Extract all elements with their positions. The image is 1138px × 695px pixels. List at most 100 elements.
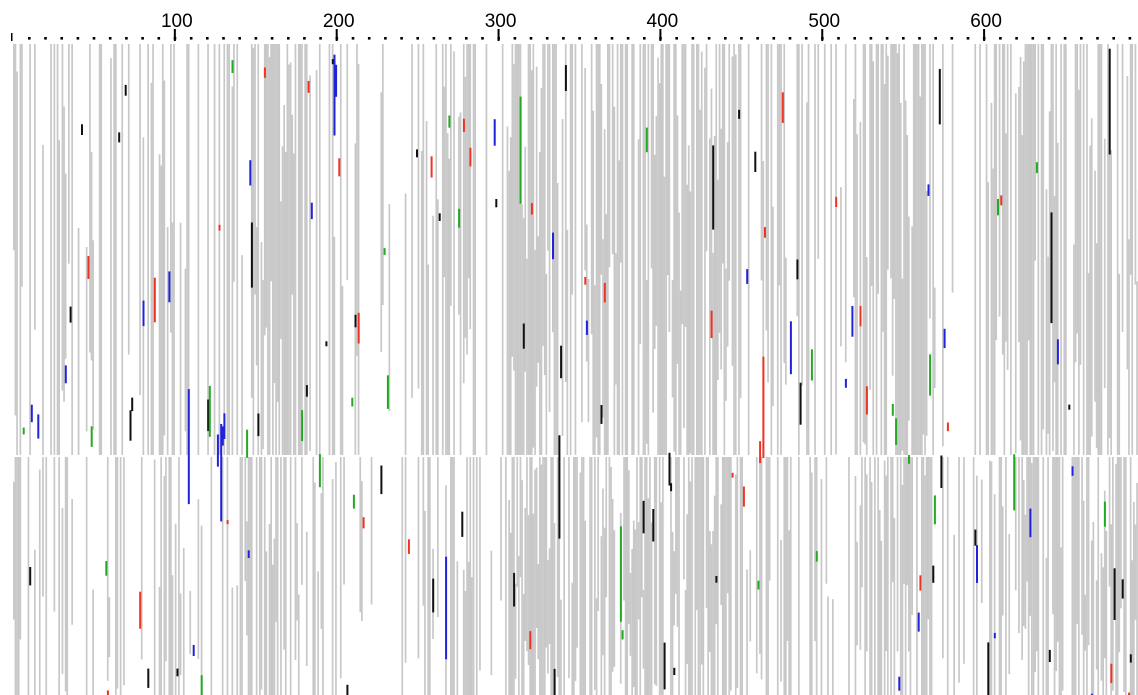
- ruler-dot: [465, 37, 468, 40]
- gap-column: [571, 582, 574, 695]
- residue-segment: [257, 413, 260, 437]
- residue-segment: [362, 517, 365, 529]
- gap-column: [671, 279, 674, 398]
- gap-column: [877, 44, 879, 294]
- residue-segment: [619, 526, 622, 622]
- gap-column: [1003, 44, 1006, 455]
- residue-segment: [1048, 649, 1051, 662]
- gap-column: [683, 457, 685, 580]
- gap-column: [539, 457, 541, 695]
- gap-column: [1121, 44, 1124, 332]
- gap-column: [519, 457, 522, 578]
- gap-column: [339, 457, 342, 679]
- gap-column: [746, 569, 748, 695]
- residue-segment: [380, 465, 383, 495]
- gap-column: [98, 44, 101, 455]
- gap-column: [951, 44, 954, 293]
- gap-column: [687, 457, 690, 695]
- gap-column: [1100, 44, 1103, 455]
- residue-segment: [938, 68, 941, 125]
- gap-column: [658, 457, 661, 695]
- gap-column: [537, 236, 540, 363]
- residue-segment: [305, 385, 308, 397]
- gap-column: [569, 44, 572, 455]
- gap-column: [699, 457, 701, 695]
- gap-column: [184, 268, 187, 432]
- gap-column: [806, 102, 808, 456]
- residue-segment: [346, 684, 349, 695]
- gap-column: [283, 457, 285, 650]
- gap-column: [618, 160, 620, 455]
- residue-segment: [461, 511, 464, 537]
- gap-column: [284, 151, 287, 455]
- residue-segment: [445, 556, 448, 660]
- residue-segment: [153, 277, 156, 323]
- gap-column: [1082, 44, 1085, 455]
- gap-column: [341, 286, 344, 455]
- gap-column: [922, 457, 925, 695]
- gap-column: [163, 80, 166, 436]
- gap-column: [1005, 457, 1007, 695]
- ruler-dot: [254, 37, 258, 40]
- gap-column: [1010, 44, 1012, 455]
- gap-column: [1074, 44, 1077, 363]
- gap-column: [427, 264, 429, 455]
- ruler-label: 100: [161, 11, 193, 32]
- gap-column: [587, 278, 590, 423]
- gap-column: [250, 44, 253, 398]
- gap-column: [469, 457, 472, 695]
- gap-column: [1037, 44, 1040, 455]
- residue-segment: [844, 378, 847, 388]
- gap-column: [474, 44, 476, 455]
- residue-segment: [416, 149, 418, 158]
- gap-column: [521, 204, 523, 455]
- gap-column: [1087, 457, 1090, 646]
- residue-segment: [176, 668, 179, 677]
- gap-column: [1035, 457, 1038, 652]
- gap-column: [1021, 135, 1023, 455]
- gap-column: [844, 44, 847, 363]
- gap-column: [58, 457, 60, 695]
- gap-column: [21, 44, 23, 287]
- gap-column: [911, 457, 913, 615]
- ruler-tick: [173, 29, 176, 41]
- ruler-dot: [513, 37, 517, 40]
- gap-column: [671, 531, 674, 695]
- gap-column: [50, 44, 52, 455]
- gap-column: [809, 457, 811, 695]
- gap-column: [859, 505, 862, 650]
- gap-column: [582, 457, 585, 695]
- gap-column: [29, 44, 31, 455]
- residue-segment: [338, 158, 341, 177]
- ruler-dot: [189, 37, 193, 40]
- gap-column: [1053, 195, 1056, 383]
- ruler-tick: [335, 29, 338, 41]
- gap-column: [17, 457, 20, 695]
- gap-column: [90, 151, 93, 361]
- gap-column: [989, 460, 991, 695]
- gap-column: [1097, 457, 1100, 695]
- gap-column: [673, 551, 675, 626]
- gap-column: [233, 44, 235, 282]
- residue-segment: [90, 426, 93, 447]
- gap-column: [288, 64, 290, 455]
- residue-segment: [1071, 466, 1074, 476]
- gap-column: [417, 457, 420, 659]
- gap-column: [906, 457, 909, 586]
- residue-segment: [30, 404, 33, 423]
- gap-column: [825, 457, 828, 584]
- gap-column: [713, 136, 716, 455]
- gap-column: [1097, 44, 1100, 455]
- residue-segment: [1050, 212, 1053, 324]
- gap-column: [356, 44, 358, 356]
- gap-column: [500, 457, 502, 601]
- residue-segment: [946, 422, 949, 432]
- gap-column: [725, 457, 727, 695]
- gap-column: [759, 457, 761, 654]
- gap-column: [382, 44, 384, 305]
- ruler-dot: [44, 37, 47, 40]
- gap-column: [472, 457, 475, 695]
- gap-column: [976, 475, 978, 695]
- gap-column: [294, 457, 297, 661]
- gap-column: [529, 457, 531, 695]
